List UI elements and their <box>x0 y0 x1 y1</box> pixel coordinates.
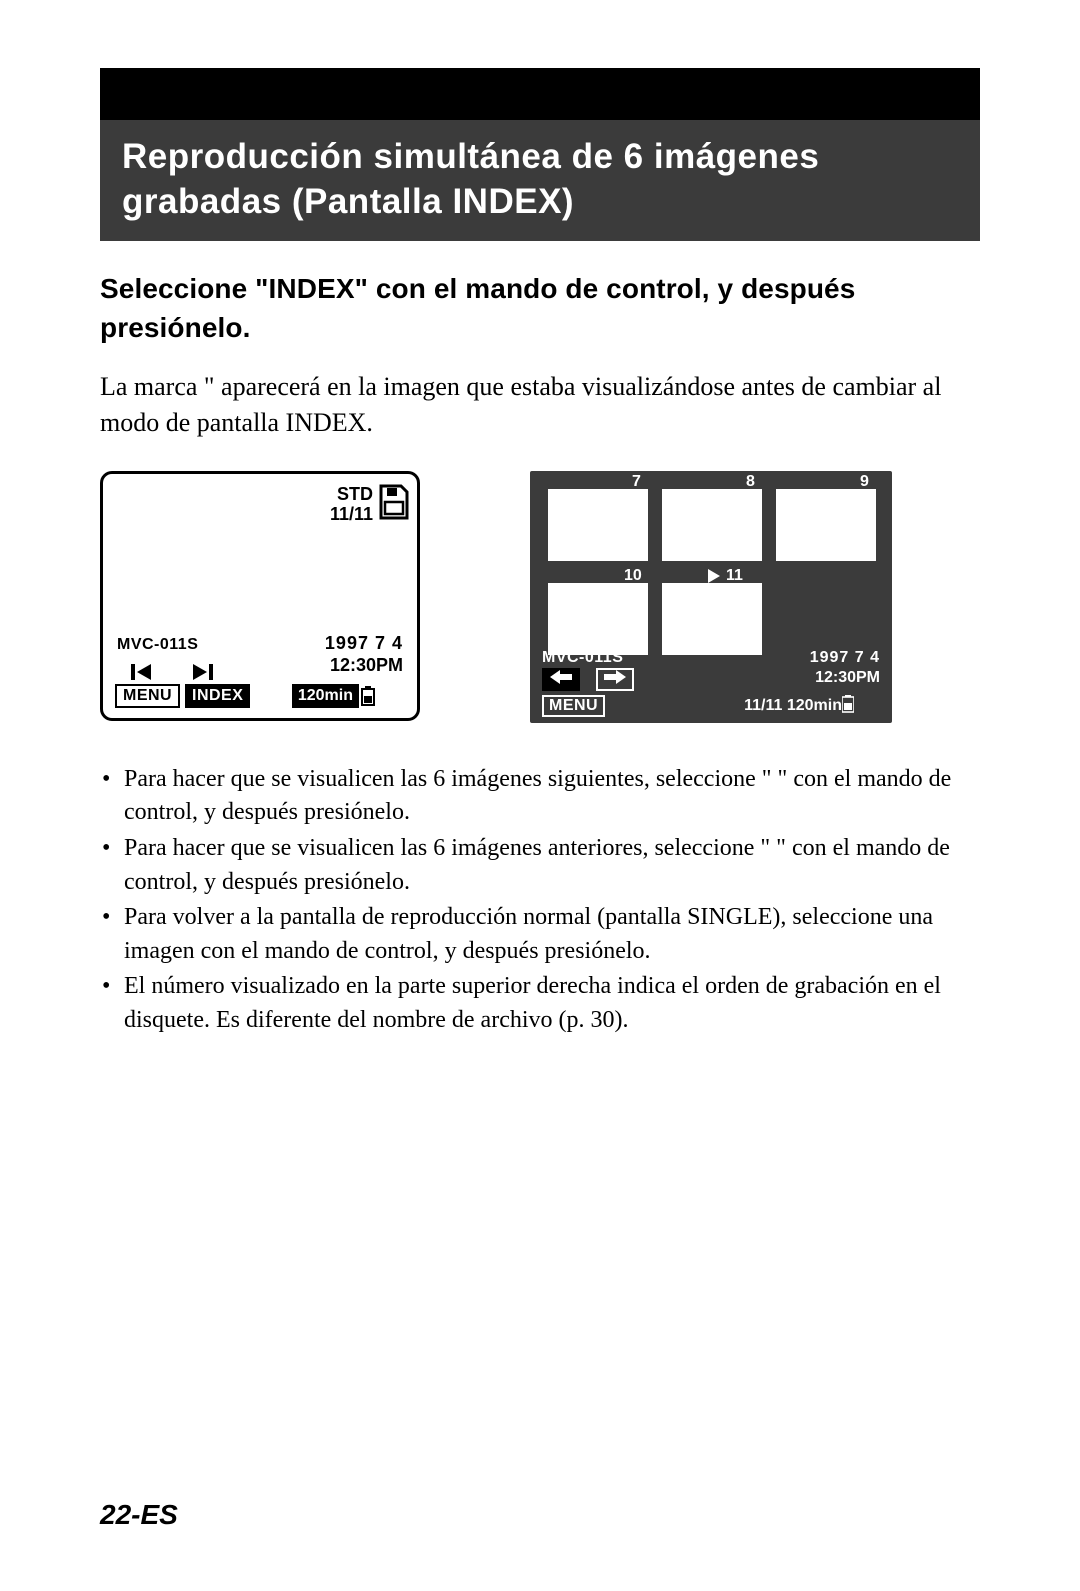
lcd-single-screen: STD 11/11 MVC-011S 1997 7 4 12:30PM MENU… <box>100 471 420 721</box>
thumbnail <box>662 489 762 561</box>
battery-icon <box>842 695 854 713</box>
instruction-text: Seleccione "INDEX" con el mando de contr… <box>100 269 980 347</box>
thumb-number: 7 <box>632 473 641 491</box>
time-label: 12:30PM <box>330 655 403 676</box>
time-label: 12:30PM <box>815 669 880 687</box>
image-counter: 11/11 <box>330 504 373 525</box>
battery-icon <box>361 686 375 706</box>
body-text: La marca " aparecerá en la imagen que es… <box>100 369 980 441</box>
count-battery-time: 11/11 120min <box>744 697 842 715</box>
index-button-selected: INDEX <box>185 684 250 708</box>
thumb-number: 10 <box>624 567 642 585</box>
bullet-list: Para hacer que se visualicen las 6 imáge… <box>100 763 980 1038</box>
thumb-number: 8 <box>746 473 755 491</box>
screens-row: STD 11/11 MVC-011S 1997 7 4 12:30PM MENU… <box>100 471 980 723</box>
menu-button: MENU <box>542 695 605 717</box>
date-label: 1997 7 4 <box>810 649 880 667</box>
thumbnail <box>662 583 762 655</box>
battery-time: 120min <box>292 684 359 708</box>
file-name: MVC-011S <box>117 636 198 654</box>
bullet-item: Para hacer que se visualicen las 6 imáge… <box>100 763 980 830</box>
page-number: 22-ES <box>100 1499 178 1531</box>
thumb-number: 11 <box>726 567 743 585</box>
prev-page-button-selected <box>542 668 580 691</box>
floppy-disk-icon <box>379 484 409 520</box>
skip-prev-icon <box>131 664 153 680</box>
skip-next-icon <box>191 664 213 680</box>
title-band: Reproducción simultánea de 6 imágenes gr… <box>100 120 980 241</box>
std-label: STD <box>337 484 373 505</box>
thumbnail <box>548 583 648 655</box>
file-name: MVC-011S <box>542 649 623 667</box>
manual-page: Contemplación de imágenes en la pantalla… <box>0 68 1080 1591</box>
thumbnail <box>548 489 648 561</box>
arrow-right-icon <box>604 670 626 684</box>
current-marker-icon <box>708 569 720 583</box>
thumbnail <box>776 489 876 561</box>
bullet-item: Para volver a la pantalla de reproducció… <box>100 901 980 968</box>
date-label: 1997 7 4 <box>325 633 403 654</box>
thumb-number: 9 <box>860 473 869 491</box>
bullet-item: Para hacer que se visualicen las 6 imáge… <box>100 832 980 899</box>
arrow-left-icon <box>550 670 572 684</box>
top-bar <box>100 68 980 120</box>
menu-button: MENU <box>115 684 180 708</box>
lcd-index-screen: 7 8 9 10 11 MVC-011S 1997 7 4 12:30PM ME… <box>530 471 892 723</box>
next-page-button <box>596 668 634 691</box>
bullet-item: El número visualizado en la parte superi… <box>100 970 980 1037</box>
